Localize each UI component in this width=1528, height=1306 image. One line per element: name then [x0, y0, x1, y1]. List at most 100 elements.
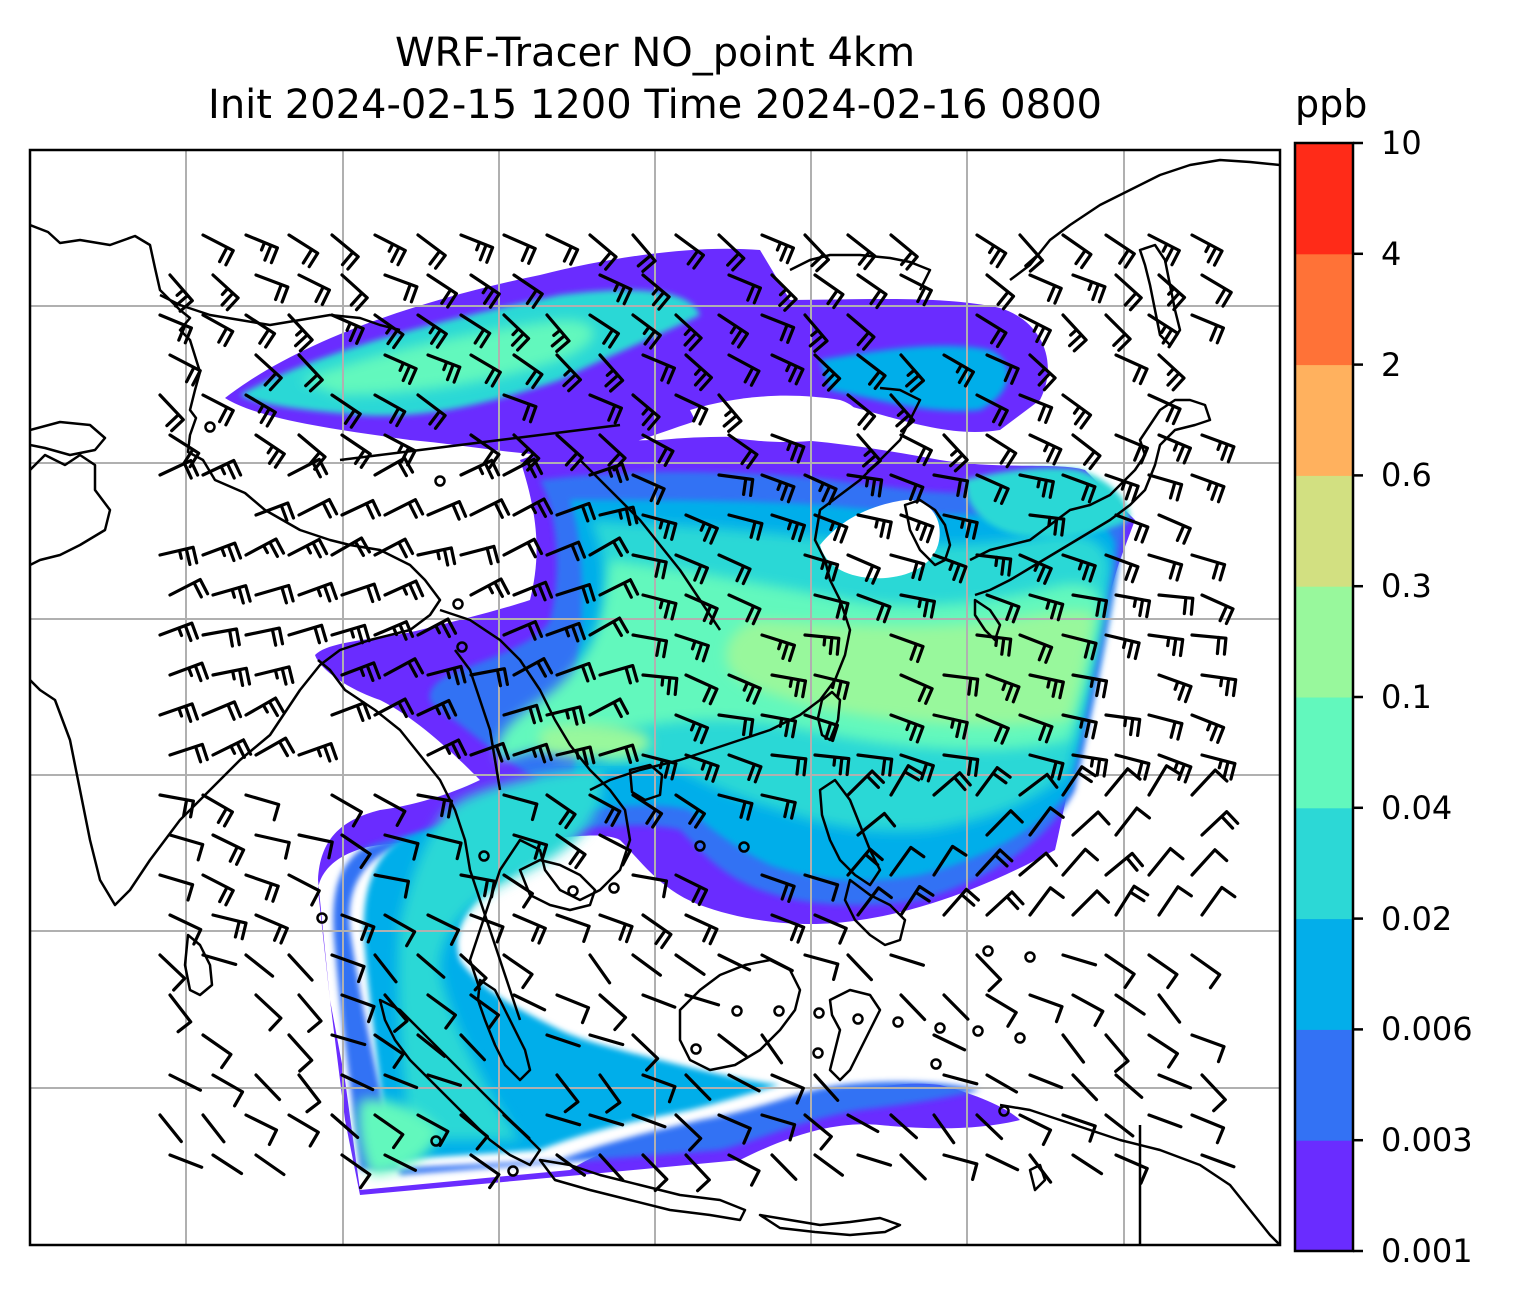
wind-barb — [502, 393, 538, 424]
wind-barb — [168, 661, 209, 683]
wind-barb — [1061, 313, 1088, 353]
wind-barb — [168, 913, 203, 946]
wind-barb — [889, 764, 924, 797]
wind-barb — [588, 313, 620, 349]
wind-barb — [158, 393, 185, 433]
wind-barb — [985, 273, 1016, 311]
wind-barb — [975, 313, 1008, 349]
wind-barb — [760, 233, 795, 265]
wind-barb — [373, 697, 415, 719]
wind-barb — [899, 593, 936, 619]
colorbar-tick-label: 0.006 — [1381, 1010, 1473, 1049]
wind-barb — [975, 713, 1010, 745]
wind-barb — [631, 873, 669, 899]
wind-barb — [502, 457, 544, 479]
wind-barb — [975, 233, 1008, 269]
wind-barb — [727, 433, 759, 470]
wind-barb — [588, 1033, 625, 1047]
wind-barb — [416, 793, 453, 819]
wind-barb — [168, 353, 202, 387]
colorbar-tick-label: 0.3 — [1381, 567, 1432, 606]
wind-barb — [760, 313, 796, 344]
wind-barb — [1200, 1153, 1236, 1169]
wind-barb — [1200, 593, 1235, 626]
wind-barb — [813, 1153, 844, 1177]
wind-barb — [201, 700, 243, 721]
wind-barb — [770, 1153, 798, 1181]
wind-barb — [1200, 433, 1236, 464]
wind-barb — [158, 459, 200, 480]
wind-calm-marker — [430, 1135, 442, 1147]
wind-barb — [760, 713, 798, 739]
wind-barb — [641, 673, 679, 696]
wind-barb — [244, 696, 286, 718]
wind-barb — [330, 953, 366, 984]
wind-barb — [975, 393, 1009, 427]
wind-barb — [598, 578, 640, 599]
wind-barb — [1190, 553, 1227, 582]
wind-barb — [588, 616, 630, 637]
wind-barb — [1028, 673, 1065, 700]
wind-barb — [942, 1073, 979, 1086]
wind-barb — [641, 433, 675, 467]
wind-calm-marker — [731, 1005, 743, 1017]
colorbar-segment — [1295, 918, 1353, 1030]
wind-barb — [1061, 633, 1098, 661]
wind-barb — [598, 743, 639, 764]
colorbar-segment — [1295, 143, 1353, 255]
wind-barb — [383, 273, 419, 304]
wind-barb — [1157, 273, 1187, 312]
wind-barb — [727, 673, 762, 705]
wind-barb — [545, 1113, 582, 1127]
wind-barb — [555, 501, 596, 523]
wind-barb — [588, 462, 629, 484]
wind-barb — [1114, 513, 1150, 544]
wind-barb — [555, 353, 582, 393]
wind-barb — [770, 513, 806, 543]
wind-barb — [760, 793, 797, 820]
wind-barb — [545, 793, 577, 830]
wind-calm-marker — [690, 1043, 702, 1055]
wind-barb — [1018, 633, 1054, 664]
wind-barb — [502, 313, 531, 352]
wind-barb — [1190, 1113, 1226, 1145]
wind-barb — [383, 1153, 417, 1172]
wind-calm-marker — [567, 885, 579, 897]
wind-barb — [502, 620, 544, 641]
wind-barb — [684, 913, 719, 946]
wind-barb — [426, 1073, 462, 1087]
wind-barb — [168, 742, 209, 764]
wind-barb — [641, 593, 678, 621]
wind-barb — [469, 993, 501, 1030]
wind-barb — [813, 1073, 840, 1102]
wind-barb — [416, 393, 447, 430]
wind-barb — [158, 793, 195, 819]
wind-barb — [502, 537, 544, 559]
wind-barb — [932, 553, 968, 584]
wind-barb — [1061, 713, 1098, 740]
wind-barb — [244, 313, 277, 349]
wind-barb — [244, 953, 275, 978]
wind-barb — [373, 313, 405, 350]
wind-barb — [803, 1113, 833, 1151]
wind-barb — [1018, 233, 1045, 273]
wind-barb — [1104, 473, 1140, 503]
wind-barb — [254, 736, 296, 758]
wind-barb — [383, 833, 420, 861]
wind-barb — [1071, 1073, 1099, 1102]
wind-barb — [373, 1033, 405, 1069]
wind-barb — [770, 753, 808, 777]
wind-barb — [244, 233, 279, 265]
wind-barb — [244, 1113, 279, 1146]
wind-barb — [340, 993, 376, 1024]
wind-barb — [856, 513, 893, 540]
wind-calm-marker — [738, 841, 750, 853]
wind-barb — [1028, 353, 1057, 392]
wind-barb — [856, 593, 892, 624]
wind-barb — [555, 1153, 586, 1177]
wind-barb — [942, 1153, 979, 1181]
wind-barb — [717, 1113, 752, 1145]
wind-barb — [1028, 806, 1065, 837]
wind-calm-marker — [478, 850, 490, 862]
